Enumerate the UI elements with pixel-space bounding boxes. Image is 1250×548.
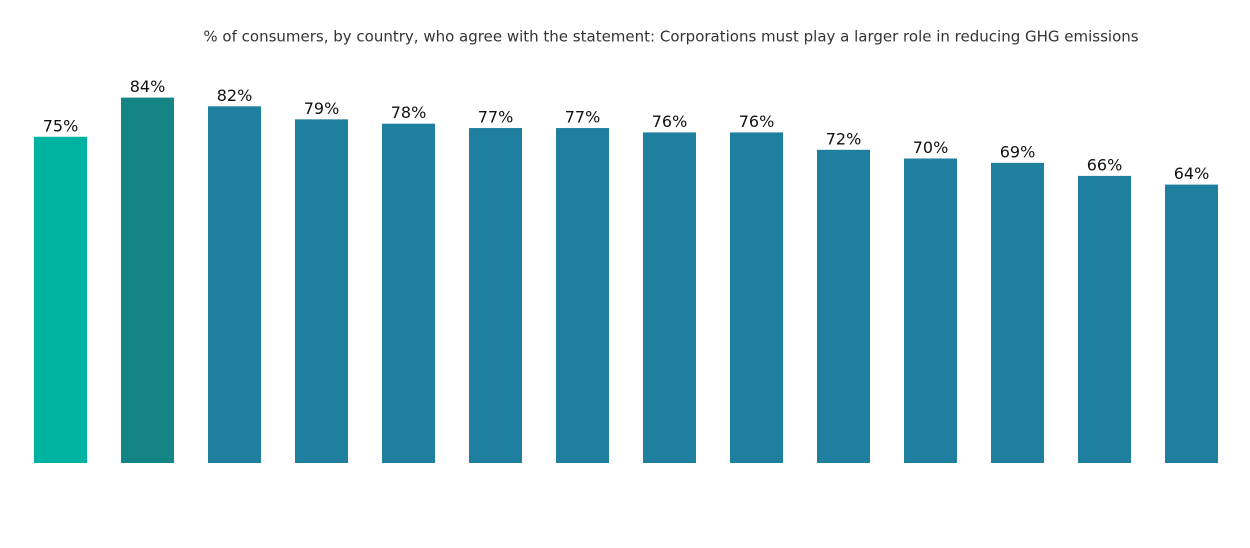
value-label: 82% xyxy=(217,86,253,105)
value-label: 66% xyxy=(1087,155,1123,174)
value-label: 69% xyxy=(1000,142,1036,161)
bar xyxy=(34,136,87,463)
bar xyxy=(643,132,696,463)
value-label: 72% xyxy=(826,129,862,148)
value-label: 79% xyxy=(304,99,340,118)
bar xyxy=(991,162,1044,463)
bar xyxy=(817,149,870,464)
value-label: 84% xyxy=(130,77,166,96)
value-label: 64% xyxy=(1174,164,1210,183)
value-label: 77% xyxy=(478,108,514,127)
bar xyxy=(469,128,522,464)
value-label: 75% xyxy=(43,116,79,135)
bar xyxy=(1165,184,1218,463)
bar xyxy=(382,123,435,463)
bar xyxy=(1078,175,1131,463)
bar xyxy=(208,106,261,464)
bar xyxy=(295,119,348,463)
chart-title: % of consumers, by country, who agree wi… xyxy=(203,28,1138,46)
value-label: 77% xyxy=(565,108,601,127)
bar xyxy=(904,158,957,463)
bar xyxy=(556,128,609,464)
value-label: 70% xyxy=(913,138,949,157)
bar xyxy=(121,97,174,463)
value-label: 78% xyxy=(391,103,427,122)
value-label: 76% xyxy=(739,112,775,131)
value-label: 76% xyxy=(652,112,688,131)
bar xyxy=(730,132,783,463)
